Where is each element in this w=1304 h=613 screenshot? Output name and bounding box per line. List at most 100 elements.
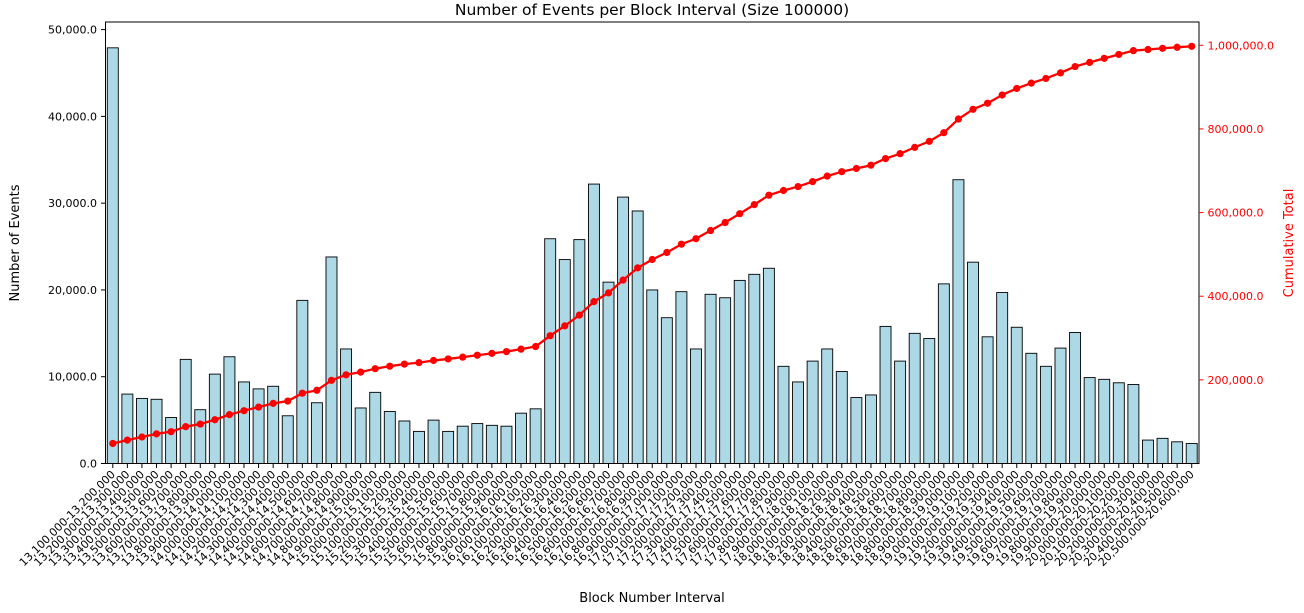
bar: [310, 402, 323, 464]
bar: [894, 360, 907, 464]
cumulative-marker: [969, 105, 977, 113]
cumulative-marker: [1129, 47, 1137, 55]
bar: [427, 419, 440, 464]
bar: [1054, 347, 1067, 464]
bar: [967, 261, 979, 464]
cumulative-marker: [561, 322, 569, 330]
bar: [238, 381, 250, 464]
cumulative-marker: [298, 389, 306, 397]
bar: [413, 430, 425, 464]
cumulative-marker: [196, 420, 204, 428]
cumulative-marker: [400, 360, 408, 368]
right-tick-label: 200,000.0: [1208, 374, 1264, 387]
cumulative-marker: [1071, 62, 1079, 71]
cumulative-marker: [284, 397, 292, 405]
cumulative-marker: [1173, 43, 1181, 51]
bar: [1010, 326, 1023, 464]
bar: [1098, 378, 1111, 464]
bar: [544, 238, 557, 464]
bar: [617, 196, 630, 464]
bar: [515, 412, 527, 464]
cumulative-marker: [488, 349, 496, 357]
bar: [646, 289, 659, 464]
bar: [1171, 441, 1184, 464]
cumulative-marker: [940, 129, 948, 137]
cumulative-marker: [692, 235, 700, 243]
bar: [981, 336, 994, 464]
bar: [952, 179, 965, 464]
bar: [485, 424, 498, 464]
bar: [456, 425, 469, 464]
bar: [1127, 384, 1140, 464]
bar: [1025, 352, 1038, 464]
bar: [602, 281, 615, 464]
cumulative-marker: [750, 200, 758, 209]
cumulative-marker: [998, 91, 1006, 99]
bar: [762, 267, 775, 464]
bar: [865, 394, 877, 464]
cumulative-marker: [925, 137, 933, 145]
bar: [719, 297, 732, 464]
bar: [369, 391, 382, 464]
bar: [821, 348, 834, 464]
cumulative-marker: [896, 150, 904, 158]
bar: [690, 348, 702, 464]
cumulative-marker: [123, 436, 131, 444]
cumulative-marker: [342, 371, 350, 379]
bar: [792, 381, 804, 464]
left-tick-label: 10,000.0: [48, 371, 97, 384]
bar: [1039, 365, 1052, 464]
cumulative-marker: [546, 332, 554, 340]
cumulative-line-layer: [109, 42, 1196, 448]
bar: [587, 183, 600, 464]
cumulative-marker: [1056, 69, 1065, 77]
right-tick-label: 600,000.0: [1208, 207, 1264, 220]
cumulative-marker: [663, 248, 671, 257]
cumulative-marker: [225, 411, 234, 419]
cumulative-marker: [532, 342, 540, 351]
cumulative-marker: [619, 276, 627, 284]
bar: [267, 385, 280, 464]
bar: [296, 299, 309, 464]
bar: [223, 356, 236, 464]
cumulative-marker: [794, 182, 802, 191]
bar: [121, 393, 134, 464]
cumulative-marker: [502, 347, 511, 356]
left-tick-label: 40,000.0: [48, 110, 97, 123]
bar: [179, 358, 192, 464]
cumulative-marker: [881, 154, 890, 163]
cumulative-marker: [211, 416, 219, 424]
cumulative-marker: [765, 191, 773, 199]
cumulative-marker: [269, 399, 277, 407]
bar: [340, 348, 353, 464]
bar: [777, 365, 790, 464]
cumulative-marker: [634, 264, 642, 272]
cumulative-marker: [590, 298, 598, 306]
cumulative-marker: [1042, 74, 1050, 83]
cumulative-marker: [1086, 58, 1094, 66]
bar: [383, 410, 396, 464]
bar: [281, 415, 294, 464]
right-tick-label: 1,000,000.0: [1208, 39, 1274, 52]
bar: [135, 397, 148, 464]
cumulative-marker: [779, 186, 788, 195]
cumulative-marker: [444, 355, 452, 363]
right-tick-label: 800,000.0: [1208, 123, 1264, 136]
bar: [996, 292, 1009, 464]
cumulative-marker: [371, 365, 379, 373]
cumulative-marker: [415, 358, 423, 367]
bar: [1185, 443, 1198, 464]
axes-layer: 0.0 10,000.0 20,000.0 30,000.0 40,000.0 50,00…: [17, 21, 1274, 569]
bar: [850, 397, 863, 464]
bar: [937, 283, 950, 464]
cumulative-marker: [809, 178, 817, 186]
bar: [1069, 332, 1082, 464]
cumulative-marker: [838, 168, 846, 176]
cumulative-marker: [254, 403, 263, 411]
bar: [529, 408, 542, 464]
bar: [1083, 377, 1096, 464]
cumulative-marker: [721, 218, 729, 227]
bar: [748, 273, 761, 464]
